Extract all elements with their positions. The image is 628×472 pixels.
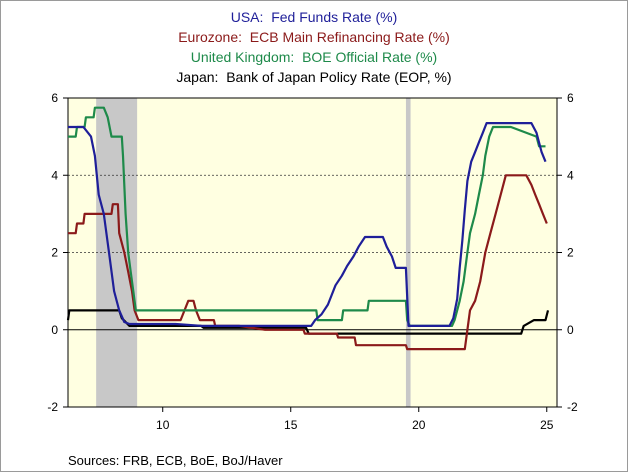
series-line-2 [68,106,546,327]
x-tick-label: 15 [284,418,298,432]
x-tick-label: 10 [156,418,170,432]
y-tick-label-right: 0 [567,323,574,337]
chart-legend: USA: Fed Funds Rate (%) Eurozone: ECB Ma… [0,7,628,87]
x-tick-label: 25 [540,418,554,432]
y-tick-label-right: 2 [567,246,574,260]
y-tick-label-left: 0 [51,323,58,337]
legend-entry-usa: USA: Fed Funds Rate (%) [230,9,398,25]
y-tick-label-right: -2 [567,400,578,414]
legend-entry-japan: Japan: Bank of Japan Policy Rate (EOP, %… [176,69,452,85]
y-tick-label-right: 6 [567,91,574,105]
source-note: Sources: FRB, ECB, BoE, BoJ/Haver [68,453,283,468]
y-tick-label-left: 6 [51,91,58,105]
y-tick-label-left: -2 [47,400,58,414]
y-tick-label-right: 4 [567,168,574,182]
series-line-1 [68,174,548,351]
x-tick-label: 20 [412,418,426,432]
series-line-0 [68,122,547,327]
legend-entry-eurozone: Eurozone: ECB Main Refinancing Rate (%) [178,29,450,45]
y-tick-label-left: 4 [51,168,58,182]
legend-entry-uk: United Kingdom: BOE Official Rate (%) [190,49,438,65]
y-tick-label-left: 2 [51,246,58,260]
